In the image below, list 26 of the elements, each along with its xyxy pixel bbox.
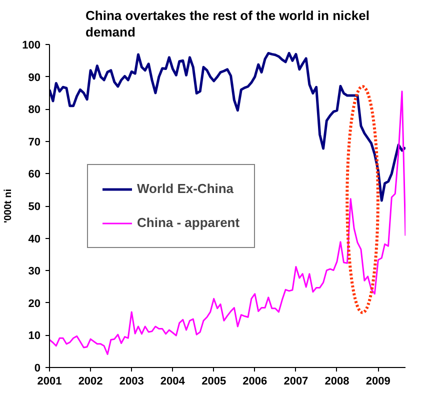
x-tick-label: 2007 xyxy=(284,376,308,388)
legend-label: World Ex-China xyxy=(137,181,234,196)
x-tick-label: 2001 xyxy=(37,376,62,388)
x-tick-label: 2006 xyxy=(242,376,268,388)
y-tick-label: 80 xyxy=(28,104,41,116)
y-tick-label: 60 xyxy=(28,168,41,181)
y-axis-title: '000t ni xyxy=(3,188,14,224)
y-tick-label: 100 xyxy=(22,40,41,52)
y-tick-label: 30 xyxy=(28,266,41,278)
y-tick-label: 20 xyxy=(28,298,41,310)
y-tick-label: 50 xyxy=(28,201,41,213)
x-tick-label: 2002 xyxy=(78,376,103,388)
x-tick-label: 2008 xyxy=(324,376,350,388)
line-series xyxy=(50,52,406,202)
x-tick-label: 2004 xyxy=(160,376,186,388)
y-tick-label: 40 xyxy=(28,233,41,246)
x-tick-label: 2005 xyxy=(202,376,226,388)
x-tick-label: 2003 xyxy=(119,376,144,388)
y-tick-label: 10 xyxy=(28,330,41,342)
y-tick-label: 90 xyxy=(28,72,41,84)
line-series xyxy=(50,90,406,356)
legend-label: China - apparent xyxy=(137,215,240,230)
chart-title: China overtakes the rest of the world in nickel demand xyxy=(86,8,370,40)
y-tick-label: 70 xyxy=(28,136,41,148)
y-tick-label: 0 xyxy=(34,362,41,374)
x-tick-label: 2009 xyxy=(366,376,390,388)
